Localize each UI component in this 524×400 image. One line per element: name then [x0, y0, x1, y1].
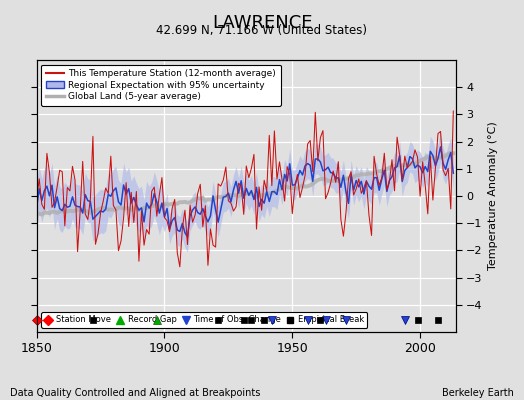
Text: Berkeley Earth: Berkeley Earth — [442, 388, 514, 398]
Text: LAWRENCE: LAWRENCE — [212, 14, 312, 32]
Text: Data Quality Controlled and Aligned at Breakpoints: Data Quality Controlled and Aligned at B… — [10, 388, 261, 398]
Legend: Station Move, Record Gap, Time of Obs. Change, Empirical Break: Station Move, Record Gap, Time of Obs. C… — [41, 312, 367, 328]
Y-axis label: Temperature Anomaly (°C): Temperature Anomaly (°C) — [488, 122, 498, 270]
Text: 42.699 N, 71.166 W (United States): 42.699 N, 71.166 W (United States) — [157, 24, 367, 37]
